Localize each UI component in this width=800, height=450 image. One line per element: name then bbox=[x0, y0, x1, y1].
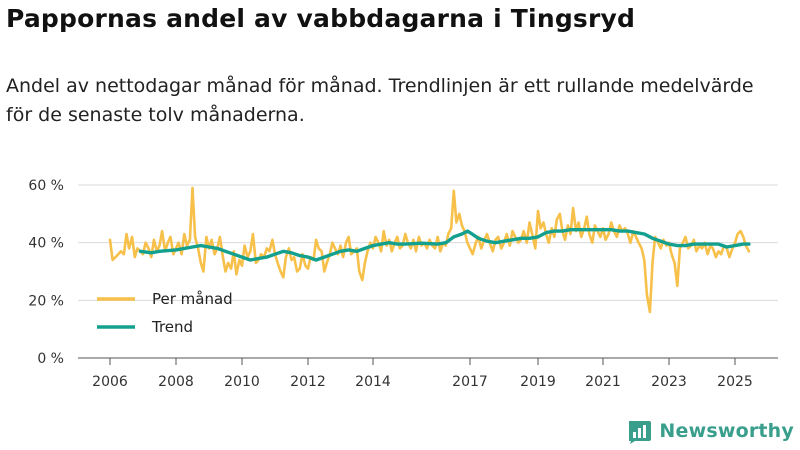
series-layer bbox=[108, 186, 751, 314]
gridlines: 0 % 20 % 40 % 60 % bbox=[28, 178, 778, 367]
legend-label: Per månad bbox=[152, 290, 233, 308]
x-tick-label: 2006 bbox=[92, 374, 128, 390]
legend-label: Trend bbox=[151, 318, 193, 336]
x-tick-label: 2021 bbox=[585, 374, 621, 390]
brand-name: Newsworthy bbox=[659, 420, 794, 442]
x-tick-label: 2023 bbox=[651, 374, 687, 390]
x-tick-label: 2014 bbox=[355, 374, 391, 390]
y-tick-label: 40 % bbox=[28, 236, 64, 252]
y-tick-label: 20 % bbox=[28, 293, 64, 309]
x-axis: 2006 2008 2010 2012 2014 2017 2019 2021 2023 2025 bbox=[92, 358, 753, 390]
x-tick-label: 2019 bbox=[520, 374, 556, 390]
x-tick-label: 2008 bbox=[158, 374, 194, 390]
legend: Per månad Trend bbox=[97, 290, 233, 336]
y-tick-label: 0 % bbox=[37, 351, 64, 367]
x-tick-label: 2010 bbox=[224, 374, 260, 390]
chart-subtitle: Andel av nettodagar månad för månad. Tre… bbox=[6, 75, 754, 126]
x-tick-label: 2017 bbox=[452, 374, 488, 390]
y-tick-label: 60 % bbox=[28, 178, 64, 194]
x-tick-label: 2012 bbox=[290, 374, 326, 390]
page-title: Pappornas andel av vabbdagarna i Tingsry… bbox=[6, 4, 636, 33]
brand-footer: Newsworthy bbox=[627, 418, 794, 444]
series-line-trend bbox=[138, 228, 751, 262]
newsworthy-logo-icon bbox=[629, 421, 652, 444]
x-tick-label: 2025 bbox=[717, 374, 753, 390]
